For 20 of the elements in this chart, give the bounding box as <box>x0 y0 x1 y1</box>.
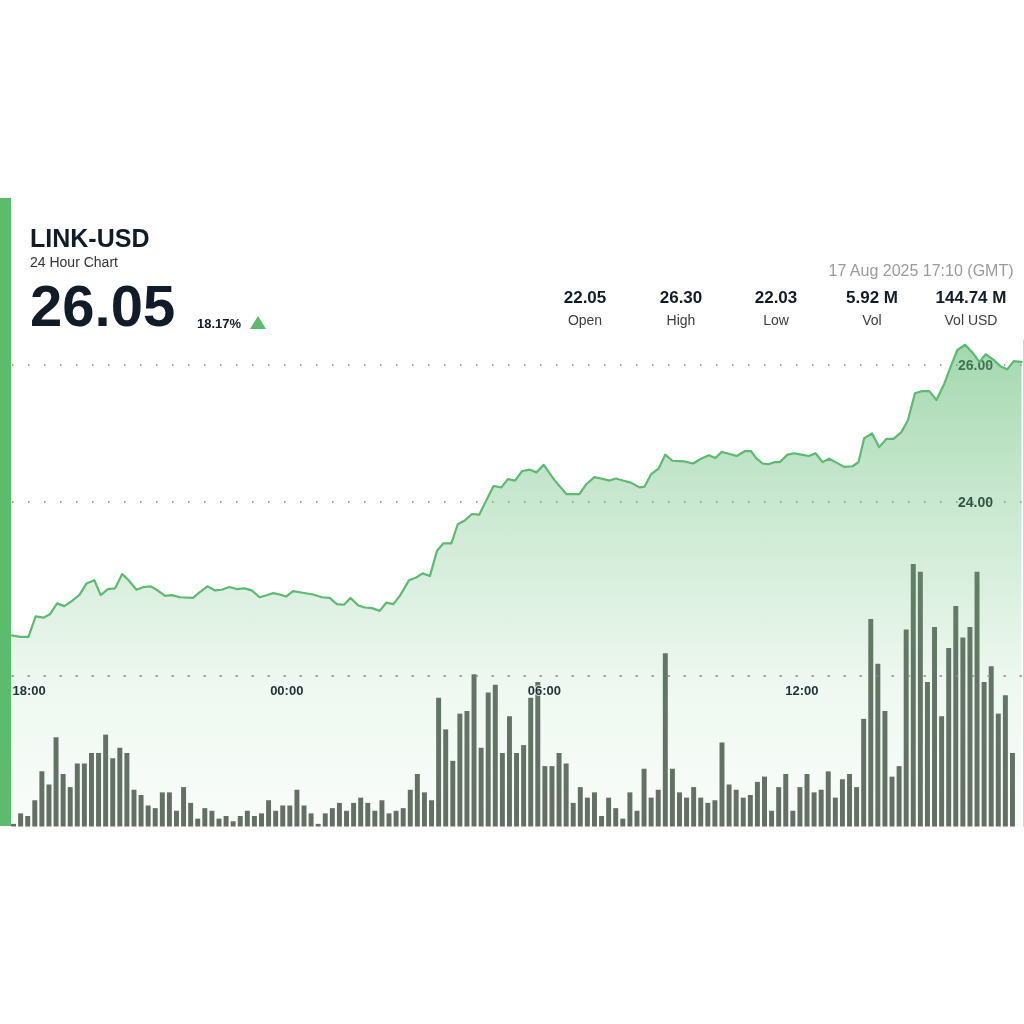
y-tick-label: 24.00 <box>957 493 994 510</box>
text: 18.17% <box>197 315 242 331</box>
text: High <box>666 312 696 328</box>
text: Open <box>567 312 603 328</box>
text: 17 Aug 2025 17:10 (GMT) <box>828 262 1014 279</box>
chart-subtitle: 24 Hour Chart <box>30 254 118 270</box>
y-tick-label: 26.00 <box>957 357 994 374</box>
text: 5.92 M <box>846 287 898 307</box>
x-tick-label: 18:00 <box>12 683 46 698</box>
text: 26.05 <box>30 273 176 338</box>
text: Vol <box>862 312 882 328</box>
text: 26.30 <box>659 287 703 307</box>
text: 22.03 <box>754 287 798 307</box>
text: Low <box>763 312 789 328</box>
chart-title: LINK-USD <box>30 223 150 252</box>
text: 22.05 <box>563 287 607 307</box>
text: Vol USD <box>944 312 998 328</box>
x-tick-label: 12:00 <box>785 683 819 698</box>
text: 144.74 M <box>935 287 1007 307</box>
x-tick-label: 00:00 <box>270 683 304 698</box>
